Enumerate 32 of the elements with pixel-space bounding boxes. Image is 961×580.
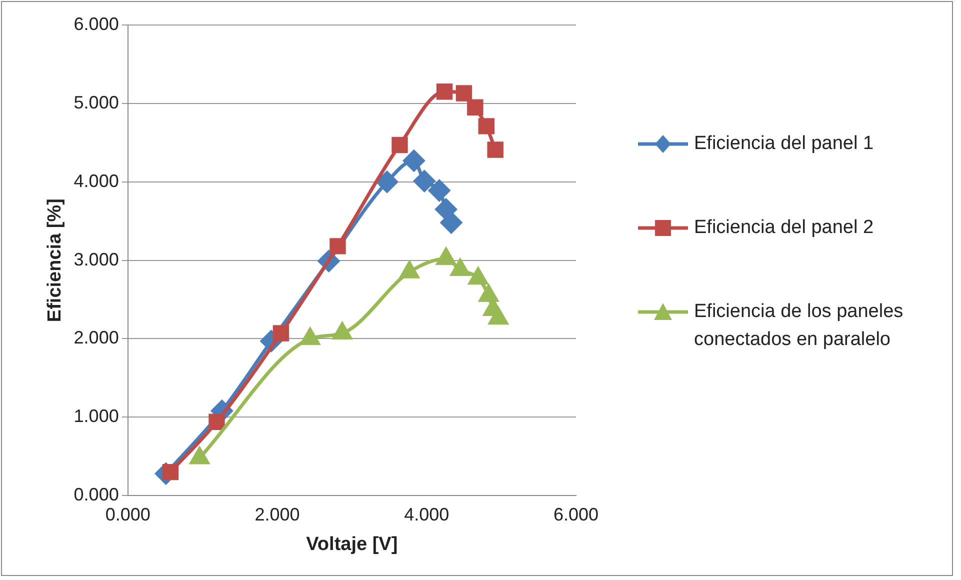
legend-label: Eficiencia de los paneles conectados en paralelo xyxy=(694,300,904,352)
x-tick-label: 4.000 xyxy=(404,504,450,524)
legend-label: Eficiencia del panel 1 xyxy=(694,132,874,156)
y-tick-label: 6.000 xyxy=(74,14,119,34)
point xyxy=(478,118,494,134)
x-tick-label: 6.000 xyxy=(553,504,599,524)
x-axis-title: Voltaje [V] xyxy=(306,534,398,555)
point xyxy=(162,464,179,480)
point xyxy=(208,414,225,430)
y-tick-label: 1.000 xyxy=(74,406,119,426)
y-tick-label: 4.000 xyxy=(74,170,119,191)
y-axis-title: Eficiencia [%] xyxy=(44,198,66,322)
point xyxy=(467,99,484,116)
y-tick-label: 2.000 xyxy=(74,328,119,348)
point xyxy=(436,84,453,100)
point xyxy=(392,136,408,154)
point xyxy=(272,325,290,342)
x-tick-label: 0.000 xyxy=(105,504,150,524)
point xyxy=(487,142,504,158)
point xyxy=(403,150,425,172)
legend-label: Eficiencia del panel 2 xyxy=(694,216,874,240)
y-tick-label: 5.000 xyxy=(74,92,119,112)
y-tick-label: 3.000 xyxy=(74,249,119,270)
point xyxy=(435,198,457,220)
point xyxy=(440,212,462,234)
point xyxy=(330,238,346,254)
point xyxy=(376,171,398,193)
point xyxy=(414,170,436,192)
point xyxy=(456,85,472,102)
y-tick-label: 0.000 xyxy=(74,484,119,505)
point xyxy=(428,180,450,202)
x-tick-label: 2.000 xyxy=(254,504,300,524)
